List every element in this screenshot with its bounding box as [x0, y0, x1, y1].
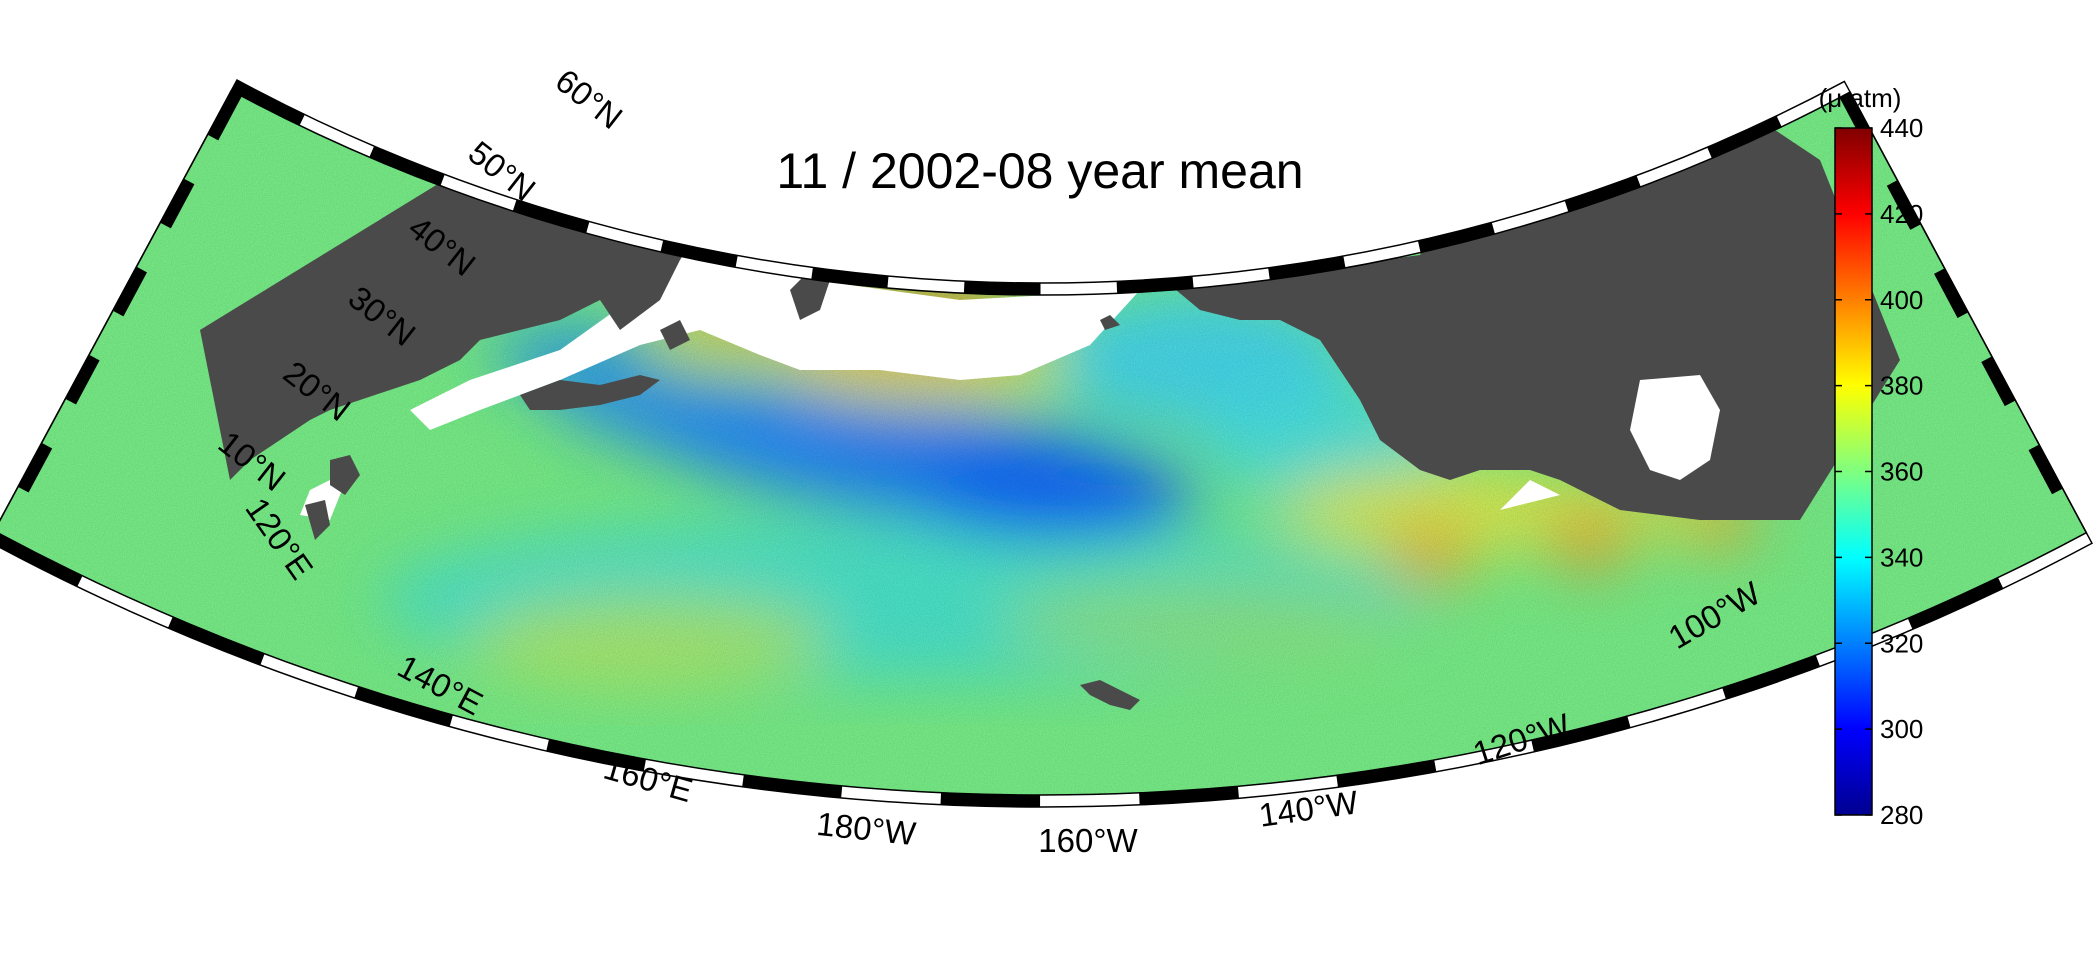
frame-dash	[1268, 256, 1346, 280]
colorbar-tick-label: 420	[1880, 199, 1923, 229]
frame-dash	[1417, 222, 1495, 253]
frame-dash	[1531, 716, 1631, 752]
frame-dash	[354, 686, 453, 727]
frame-dash	[1934, 268, 1969, 319]
frame-dash	[167, 616, 265, 665]
map-title: 11 / 2002-08 year mean	[776, 143, 1303, 199]
colorbar: (μ atm) 440 420 400 380 360 340 320 300 280	[1819, 83, 1924, 830]
frame-dash	[940, 792, 1041, 807]
frame-dash	[18, 442, 53, 493]
colorbar-tick-label: 360	[1880, 457, 1923, 487]
frame-dash	[1564, 175, 1641, 212]
frame-dash	[160, 178, 195, 229]
frame-dash	[231, 80, 305, 126]
colorbar-tick-label: 300	[1880, 714, 1923, 744]
lat-label-50n: 50°N	[462, 134, 543, 209]
frame-dash	[2028, 444, 2063, 495]
frame-dash	[0, 533, 83, 587]
lon-label-160w: 160°W	[1038, 822, 1138, 859]
frame-dash	[660, 240, 738, 268]
lon-label-140w: 140°W	[1257, 783, 1361, 834]
frame-dash	[963, 281, 1041, 295]
frame-dash	[1336, 759, 1437, 788]
colorbar-tick-label: 440	[1880, 113, 1923, 143]
frame-dash	[811, 267, 889, 288]
frame-dash	[207, 90, 242, 141]
frame-dash	[1116, 276, 1194, 294]
frame-dash	[742, 774, 843, 798]
frame-dash	[1907, 577, 2004, 630]
colorbar-tick-label: 380	[1880, 371, 1923, 401]
frame-dash	[65, 354, 100, 405]
colorbar-tick-label: 400	[1880, 285, 1923, 315]
lon-label-180w: 180°W	[815, 805, 919, 852]
colorbar-tick-label: 340	[1880, 542, 1923, 572]
frame-dash	[546, 739, 646, 772]
colorbar-ticks: 440 420 400 380 360 340 320 300 280	[1835, 113, 1923, 830]
colorbar-tick-label: 320	[1880, 628, 1923, 658]
frame-dash	[512, 199, 590, 234]
map-frame	[0, 79, 2094, 808]
frame-dash	[112, 266, 148, 317]
frame-inner-outline	[0, 89, 2088, 796]
colorbar-units: (μ atm)	[1819, 83, 1902, 113]
frame-dash	[1722, 655, 1820, 700]
colorbar-tick-label: 280	[1880, 800, 1923, 830]
frame-dash	[369, 146, 445, 186]
frame-dash	[1707, 115, 1782, 159]
gulf-of-mexico	[1630, 375, 1720, 480]
frame-dash	[1981, 356, 2016, 407]
frame-dash	[1139, 786, 1239, 805]
lat-label-60n: 60°N	[549, 62, 630, 137]
frame-dash	[1886, 180, 1921, 230]
